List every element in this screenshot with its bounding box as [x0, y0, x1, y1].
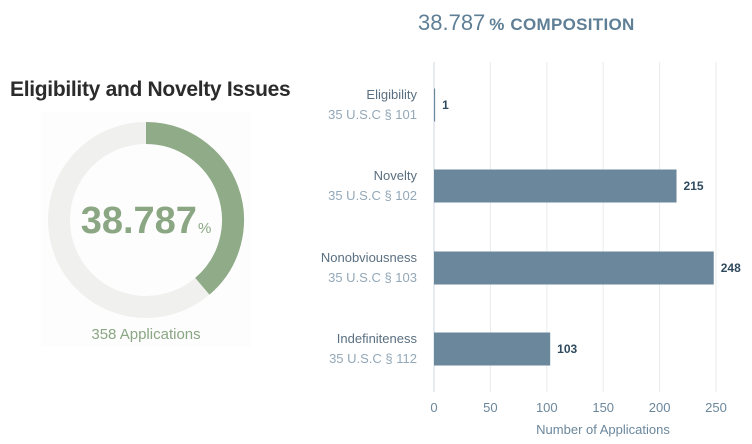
- category-code: 35 U.S.C § 101: [328, 107, 417, 122]
- x-tick-label: 250: [705, 400, 727, 415]
- x-axis-label: Number of Applications: [536, 422, 670, 437]
- donut-subtitle: 358 Applications: [91, 326, 201, 343]
- category-label: Eligibility: [366, 87, 417, 102]
- x-tick-label: 100: [536, 400, 558, 415]
- composition-header: 38.787% COMPOSITION: [418, 10, 635, 36]
- bar: [434, 169, 677, 203]
- x-tick-label: 200: [649, 400, 671, 415]
- x-tick-label: 0: [430, 400, 437, 415]
- donut-svg: [48, 122, 244, 318]
- composition-title: COMPOSITION: [510, 15, 635, 34]
- donut-arc: [145, 122, 244, 295]
- category-code: 35 U.S.C § 103: [328, 270, 417, 285]
- category-code: 35 U.S.C § 102: [328, 188, 417, 203]
- donut-value: 38.787: [80, 200, 197, 242]
- bar: [434, 251, 714, 285]
- composition-value: 38.787: [418, 10, 486, 35]
- data-label: 103: [557, 342, 577, 356]
- donut-unit: %: [197, 220, 212, 237]
- donut-chart: 38.787% 358 Applications: [41, 112, 251, 347]
- category-label: Indefiniteness: [337, 331, 418, 346]
- data-label: 215: [684, 179, 704, 193]
- x-tick-label: 50: [483, 400, 497, 415]
- bar: [434, 88, 436, 122]
- bar: [434, 332, 551, 366]
- data-label: 248: [721, 261, 741, 275]
- data-label: 1: [442, 98, 449, 112]
- category-code: 35 U.S.C § 112: [329, 351, 417, 366]
- donut-center-label: 38.787%: [41, 200, 251, 243]
- x-tick-label: 150: [592, 400, 614, 415]
- donut-title: Eligibility and Novelty Issues: [10, 78, 291, 101]
- composition-unit: %: [489, 15, 505, 34]
- category-label: Novelty: [374, 168, 418, 183]
- category-label: Nonobviousness: [321, 250, 418, 265]
